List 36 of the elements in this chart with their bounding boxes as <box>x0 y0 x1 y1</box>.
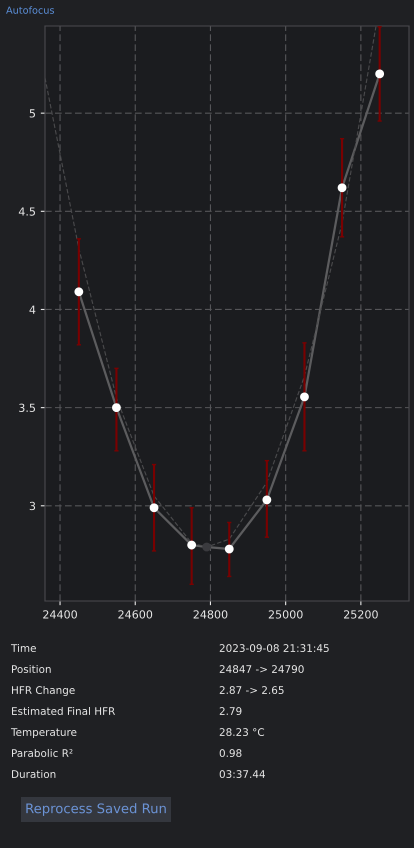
text: 2023-09-08 21:31:45 <box>220 644 329 652</box>
point <box>224 544 234 554</box>
chart-title: Autofocus <box>6 6 54 14</box>
text: HFR Change <box>12 686 75 696</box>
text: Estimated Final HFR <box>12 706 116 716</box>
point <box>375 70 384 78</box>
y-tick-label: 4 <box>29 306 36 314</box>
point <box>187 540 196 550</box>
text: Reprocess Saved Run <box>26 803 166 816</box>
text: Parabolic R² <box>12 748 72 758</box>
x-tick-label: 25000 <box>268 610 303 619</box>
text: 28.23 °C <box>220 728 264 736</box>
text: 2.79 <box>220 707 242 716</box>
x-tick-label: 24600 <box>118 610 152 619</box>
y-tick-label: 5 <box>30 109 35 118</box>
point <box>150 503 158 512</box>
text: 03:37.44 <box>220 770 265 778</box>
point <box>202 542 212 552</box>
x-tick-label: 24800 <box>194 610 228 619</box>
point <box>338 183 346 192</box>
text: 24847 -> 24790 <box>220 665 304 674</box>
x-tick-label: 25200 <box>344 610 378 619</box>
point <box>300 392 309 402</box>
text: Position <box>12 664 51 674</box>
y-tick-label: 3 <box>30 502 36 510</box>
x-tick-label: 24400 <box>43 610 77 619</box>
text: 0.98 <box>220 749 242 758</box>
text: 2.87 -> 2.65 <box>220 686 284 694</box>
y-tick-label: 4.5 <box>18 207 35 216</box>
text: Temperature <box>10 728 76 738</box>
y-tick-label: 3.5 <box>19 404 35 412</box>
point <box>74 287 84 296</box>
text: Duration <box>12 770 56 778</box>
point <box>112 403 121 412</box>
text: Time <box>10 644 36 652</box>
point <box>262 496 272 504</box>
